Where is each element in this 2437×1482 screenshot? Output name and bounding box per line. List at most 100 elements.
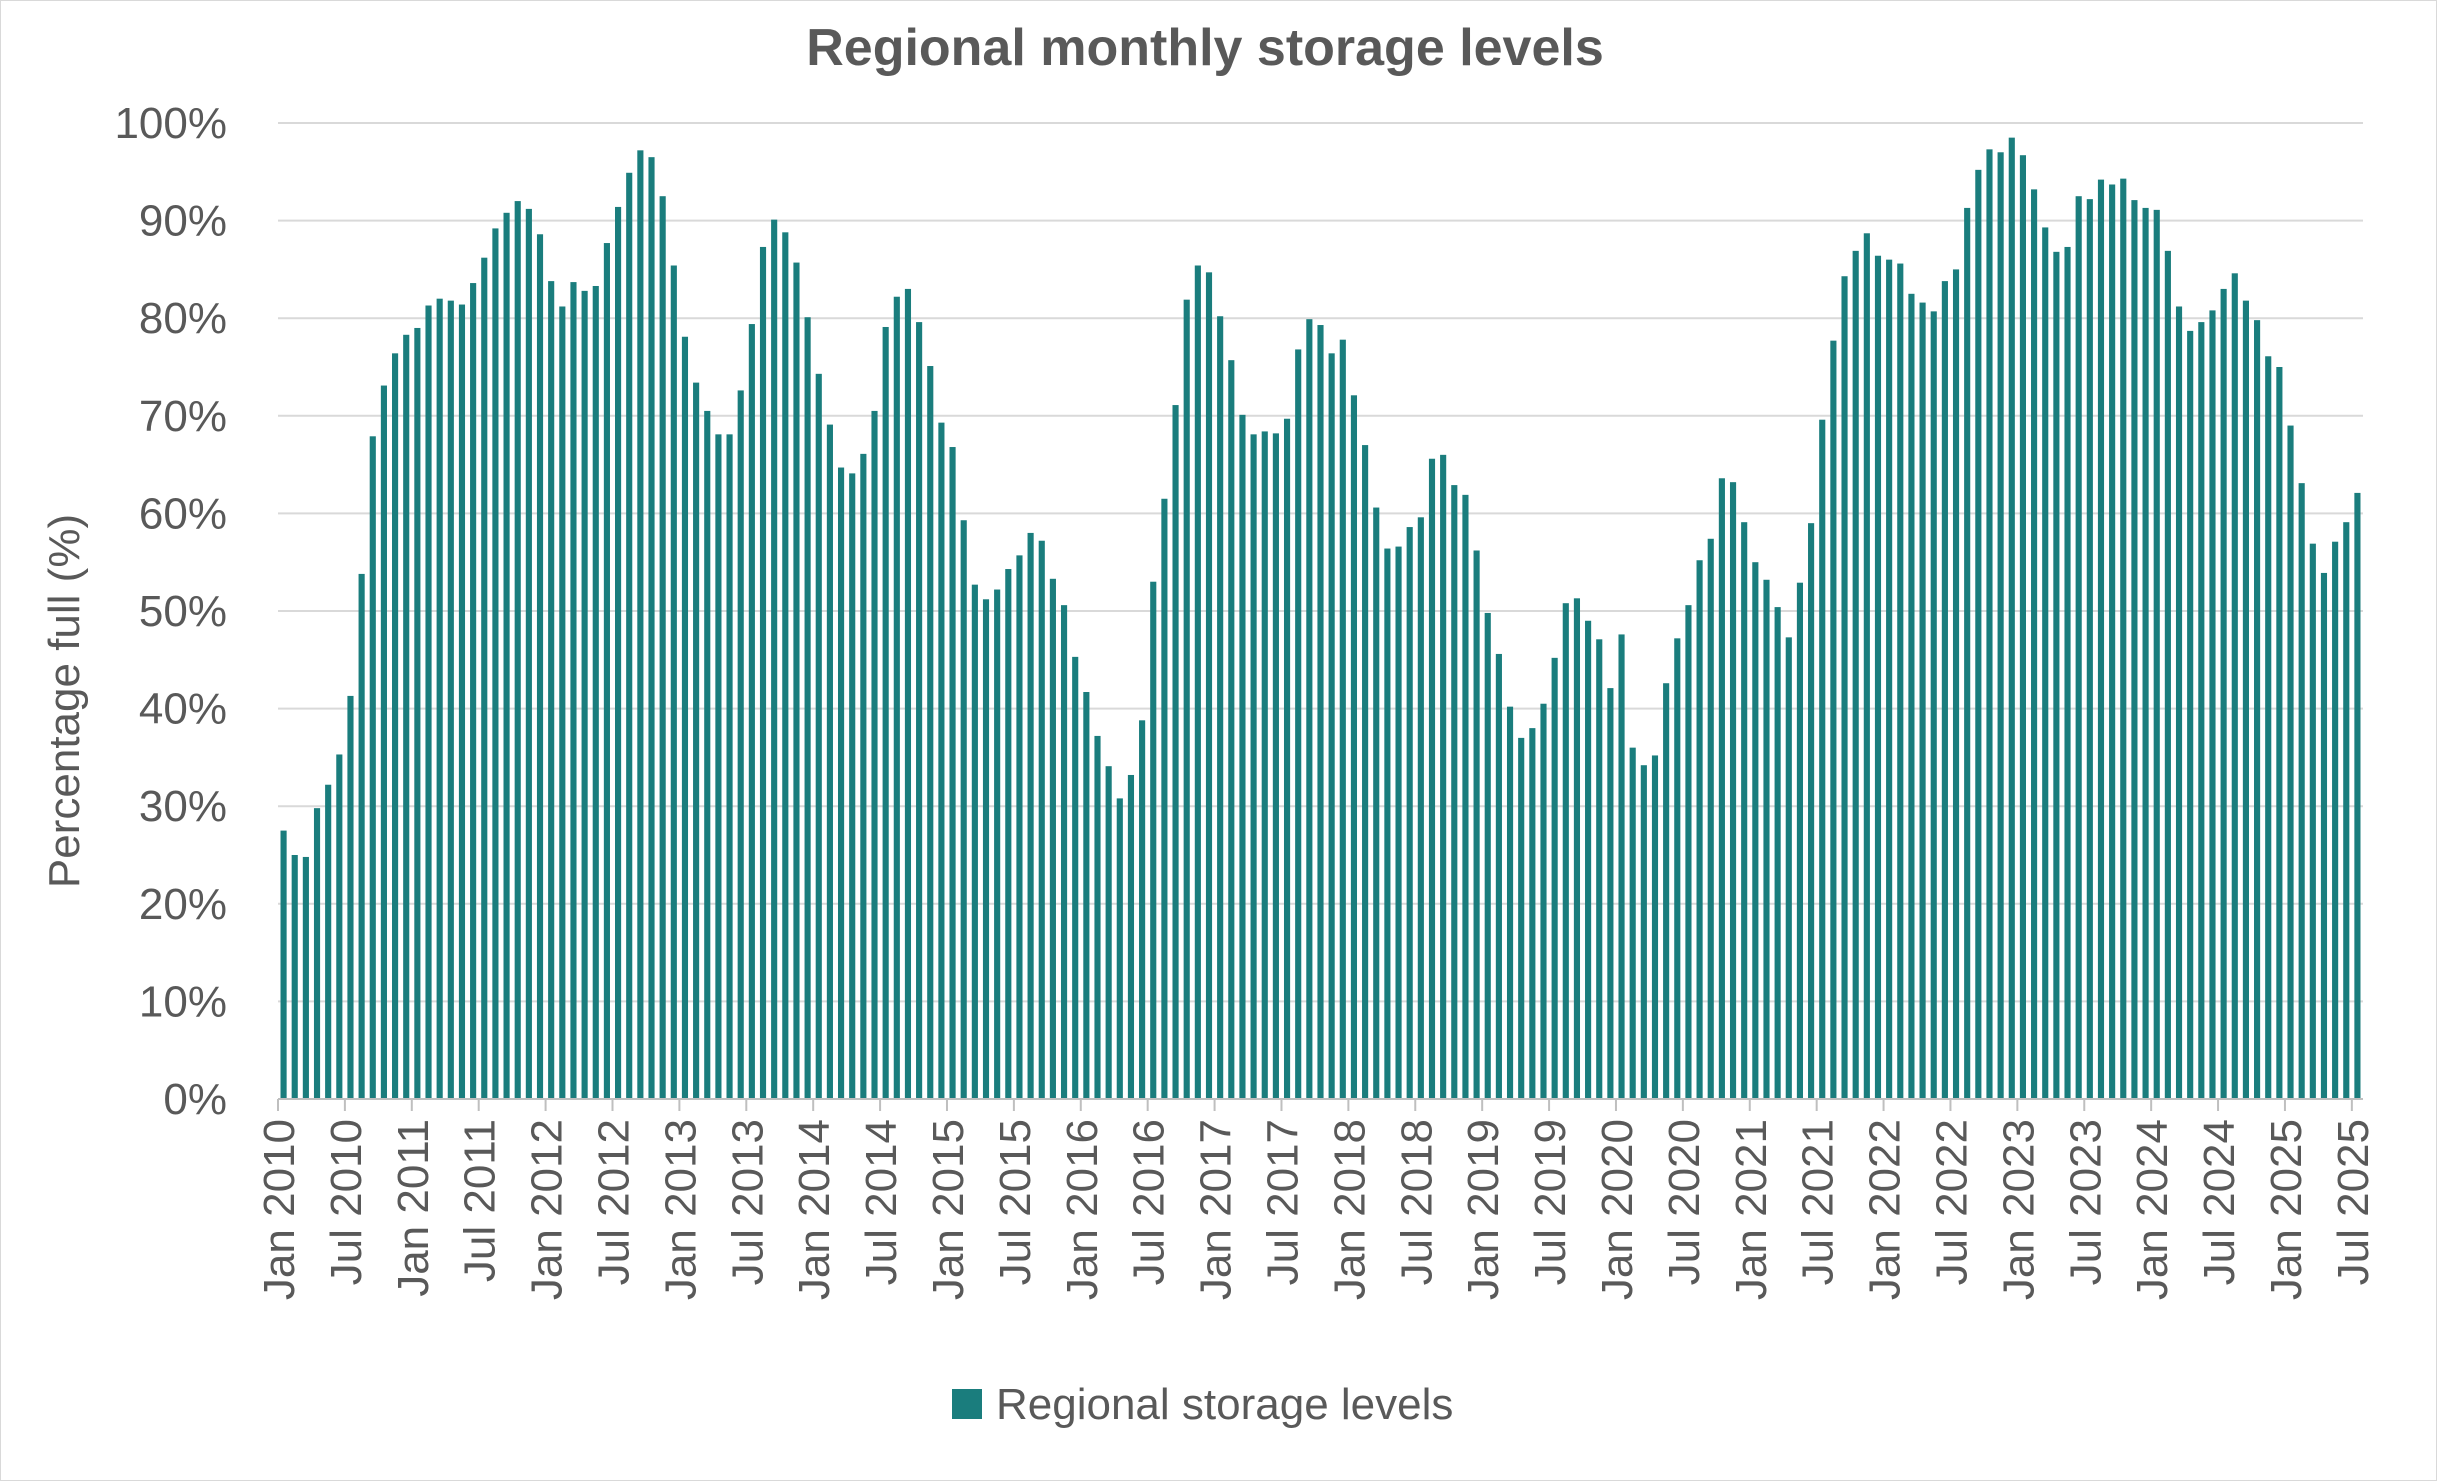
bar	[2343, 522, 2350, 1099]
bar	[681, 336, 689, 1099]
bar	[1529, 728, 1536, 1099]
bar	[1741, 522, 1748, 1099]
bar	[737, 390, 744, 1099]
bar	[1774, 607, 1781, 1099]
bar	[1785, 637, 1792, 1099]
bar	[1261, 431, 1268, 1099]
bar	[2164, 250, 2171, 1099]
bar	[570, 282, 577, 1099]
bar	[759, 246, 767, 1099]
bar	[1384, 548, 1391, 1099]
bar	[1830, 340, 1837, 1099]
bar	[637, 150, 644, 1099]
bar	[447, 300, 454, 1100]
bar	[2198, 322, 2205, 1099]
bar	[1116, 798, 1123, 1099]
bar	[2131, 200, 2138, 1099]
bar	[2053, 251, 2060, 1099]
y-tick-label: 40%	[139, 685, 227, 734]
bar	[659, 196, 666, 1099]
bar	[994, 589, 1001, 1099]
y-tick-label: 80%	[139, 294, 227, 343]
bar	[1930, 311, 1937, 1099]
bar	[1596, 639, 1603, 1099]
bar	[514, 201, 521, 1099]
bar	[1729, 482, 1737, 1100]
x-tick-label: Jan 2019	[1459, 1119, 1508, 1300]
bar	[837, 467, 845, 1099]
bar	[1763, 579, 1770, 1099]
bar	[1874, 255, 1882, 1100]
bar	[1841, 276, 1848, 1099]
bar	[704, 410, 711, 1099]
bar	[871, 410, 878, 1099]
bar	[971, 584, 978, 1099]
bar	[1908, 293, 1915, 1099]
bar	[548, 281, 555, 1099]
bar	[2064, 246, 2071, 1099]
bar	[1183, 299, 1190, 1099]
bar	[1317, 325, 1324, 1100]
bar	[336, 754, 343, 1099]
bar	[1618, 634, 1625, 1099]
bar	[1339, 339, 1346, 1099]
bar	[2175, 306, 2183, 1099]
bar	[1295, 349, 1302, 1099]
bar	[626, 172, 633, 1099]
bar	[302, 856, 309, 1099]
bar	[726, 434, 733, 1099]
bar	[1105, 766, 1112, 1099]
bar	[492, 228, 499, 1099]
y-tick-label: 50%	[139, 587, 227, 636]
bar	[615, 206, 622, 1099]
x-tick-label: Jan 2015	[924, 1119, 973, 1300]
legend-swatch	[952, 1389, 982, 1419]
bar	[1150, 581, 1157, 1099]
bar	[1975, 169, 1982, 1099]
bar	[693, 382, 700, 1100]
bar	[2298, 483, 2305, 1099]
bar	[2019, 155, 2026, 1099]
bar	[414, 327, 421, 1100]
bar	[1752, 562, 1759, 1099]
y-axis-label: Percentage full (%)	[40, 514, 89, 888]
bar	[1306, 319, 1313, 1099]
bar	[1518, 737, 1525, 1099]
x-tick-label: Jul 2025	[2329, 1119, 2378, 1285]
x-tick-label: Jan 2022	[1861, 1119, 1910, 1300]
bar	[1038, 540, 1045, 1099]
bar	[481, 257, 488, 1099]
x-tick-label: Jan 2017	[1192, 1119, 1241, 1300]
bar	[2242, 300, 2249, 1100]
bar	[1495, 653, 1502, 1099]
bar	[2187, 330, 2194, 1099]
bar	[893, 296, 900, 1099]
bar	[1328, 353, 1335, 1099]
bar	[2142, 207, 2149, 1100]
bar	[280, 830, 287, 1099]
bar	[1640, 765, 1647, 1099]
bar	[1217, 316, 1224, 1099]
y-tick-label: 10%	[139, 977, 227, 1026]
bar	[1852, 250, 1859, 1099]
y-tick-label: 20%	[139, 880, 227, 929]
bar	[1127, 774, 1135, 1099]
bar	[291, 855, 298, 1099]
x-axis-ticks: Jan 2010 Jul 2010 Jan 2011 Jul 2011 Jan 2012…	[255, 1099, 2378, 1300]
bar	[1205, 272, 1213, 1099]
bar	[559, 306, 566, 1099]
bar	[2097, 179, 2105, 1099]
bar	[2276, 367, 2283, 1099]
bar	[425, 305, 432, 1100]
bar	[1562, 603, 1569, 1099]
bar	[1941, 281, 1948, 1099]
bar	[1362, 445, 1369, 1100]
bar	[715, 434, 722, 1099]
x-tick-label: Jul 2015	[991, 1119, 1040, 1285]
x-tick-label: Jan 2021	[1727, 1119, 1776, 1300]
bar	[1718, 478, 1725, 1099]
bar	[815, 373, 822, 1099]
bar	[2332, 541, 2339, 1099]
x-tick-label: Jul 2012	[589, 1119, 638, 1285]
